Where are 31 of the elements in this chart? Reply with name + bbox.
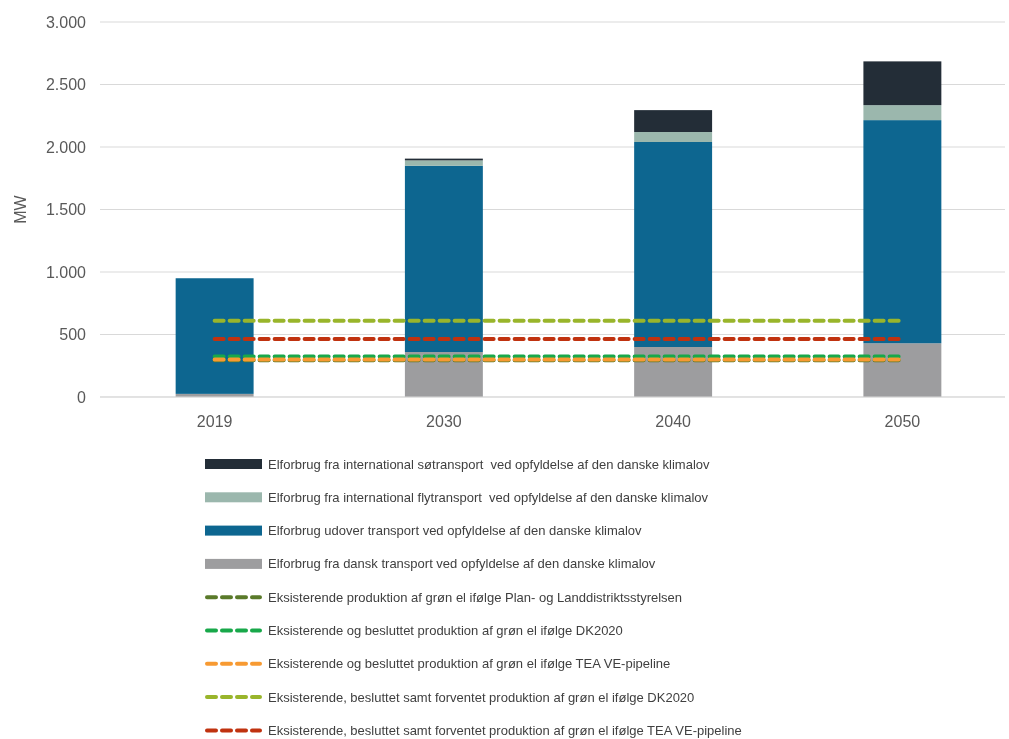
legend-label: Elforbrug udover transport ved opfyldelse af den danske klimalov	[268, 523, 643, 539]
y-tick-label: 2.500	[45, 76, 87, 94]
legend-label: Eksisterende, besluttet samt forventet produktion af grøn el ifølge TEA VE-pipeline	[268, 722, 742, 738]
bar	[404, 165, 483, 352]
bar	[404, 160, 483, 166]
y-tick-label: 2.000	[45, 138, 87, 156]
legend-label: Eksisterende og besluttet produktion af grøn el ifølge TEA VE-pipeline	[268, 656, 671, 672]
y-tick-label: 500	[59, 326, 87, 344]
legend-label: Elforbrug fra dansk transport ved opfyldelse af den danske klimalov	[268, 556, 656, 572]
legend-label: Eksisterende, besluttet samt forventet produktion af grøn el ifølge DK2020	[268, 689, 695, 705]
bar	[634, 110, 713, 132]
legend-label: Eksisterende og besluttet produktion af grøn el ifølge DK2020	[268, 623, 623, 639]
legend-label: Elforbrug fra international søtransport ved opfyldelse af den danske klimalov	[268, 456, 711, 472]
bar	[863, 343, 942, 397]
bar	[863, 120, 942, 344]
x-tick-label: 2050	[884, 413, 921, 430]
legend-label: Eksisterende produktion af grøn el ifølge Plan- og Landdistriktsstyrelsen	[268, 589, 683, 605]
x-tick-label: 2040	[655, 413, 692, 430]
bar	[634, 142, 713, 347]
legend-label: Elforbrug fra international flytransport ved opfyldelse af den danske klimalov	[268, 489, 709, 505]
y-tick-label: 3.000	[45, 13, 87, 31]
y-tick-label: 1.500	[45, 201, 87, 219]
y-tick-label: 0	[77, 388, 87, 406]
bar	[863, 61, 942, 106]
x-tick-label: 2019	[196, 413, 233, 430]
x-tick-label: 2030	[426, 413, 462, 430]
bar	[175, 278, 254, 394]
y-axis-title: MW	[12, 194, 29, 224]
y-tick-label: 1.000	[45, 263, 87, 281]
bar	[863, 105, 942, 121]
bar	[634, 132, 713, 142]
